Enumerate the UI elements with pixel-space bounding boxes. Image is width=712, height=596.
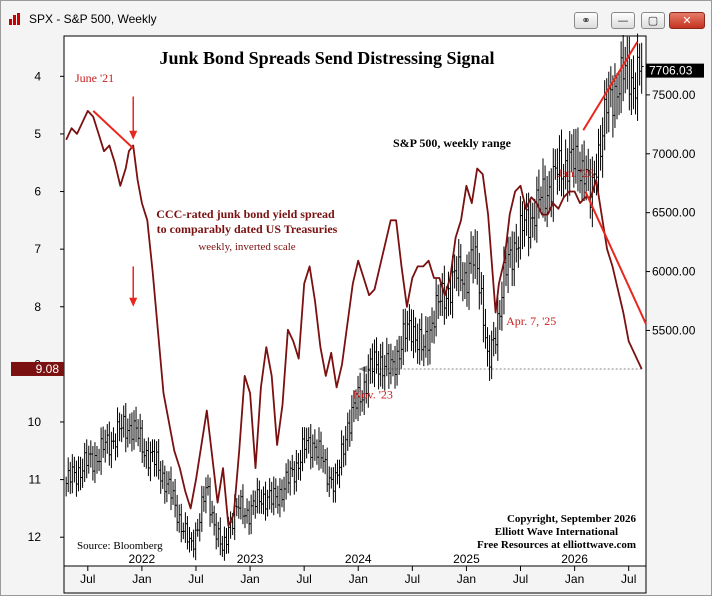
- x-tick-label: Jan: [349, 572, 368, 586]
- credit-copyright: Copyright, September 2026: [507, 513, 637, 525]
- close-button[interactable]: ✕: [669, 12, 705, 29]
- annotation-apr25: Apr. 7, '25: [506, 314, 556, 328]
- left-tick-label: 11: [29, 473, 42, 487]
- spread-series-subtitle: weekly, inverted scale: [198, 241, 295, 253]
- left-tick-label: 10: [28, 415, 42, 429]
- right-tick-label: 6000.00: [652, 265, 696, 279]
- spread-series: [65, 110, 643, 527]
- x-tick-label: Jul: [296, 572, 311, 586]
- credit-website: Free Resources at elliottwave.com: [477, 539, 636, 551]
- spx-last-value: 7706.03: [649, 64, 693, 78]
- x-year-label: 2022: [129, 552, 156, 566]
- x-year-label: 2026: [561, 552, 588, 566]
- left-tick-label: 12: [28, 530, 42, 544]
- spread-last-value-tag: 9.08: [11, 361, 64, 376]
- left-tick-label: 6: [34, 185, 41, 199]
- trendline: [584, 191, 647, 325]
- chart-title: Junk Bond Spreads Send Distressing Signa…: [160, 48, 495, 68]
- left-tick-label: 5: [34, 127, 41, 141]
- x-tick-label: Jul: [405, 572, 420, 586]
- x-tick-label: Jul: [80, 572, 95, 586]
- x-tick-label: Jan: [457, 572, 476, 586]
- right-tick-label: 6500.00: [652, 206, 696, 220]
- left-tick-label: 4: [34, 69, 41, 83]
- x-year-label: 2023: [237, 552, 264, 566]
- link-button[interactable]: ⚭: [574, 12, 598, 29]
- x-tick-label: Jul: [188, 572, 203, 586]
- right-axis: 5500.00 6000.00 6500.00 7000.00 7500.00: [646, 88, 696, 337]
- minimize-button[interactable]: —: [611, 12, 635, 29]
- left-tick-label: 7: [34, 242, 41, 256]
- right-tick-label: 7000.00: [652, 147, 696, 161]
- trendline: [582, 41, 639, 131]
- plot-area: [63, 35, 647, 567]
- spread-series-label: CCC-rated junk bond yield spread to comp…: [156, 207, 337, 236]
- spx-last-value-tag: 7706.03: [646, 64, 704, 78]
- annotation-jan26: Jan. '26: [558, 166, 594, 180]
- right-tick-label: 5500.00: [652, 323, 696, 337]
- spx-series: [65, 33, 644, 561]
- title-bar: SPX - S&P 500, Weekly ⚭ — ▢ ✕: [1, 1, 711, 35]
- x-axis-band: [63, 565, 647, 594]
- annotation-nov23: Nov. '23: [353, 388, 393, 402]
- trendlines: [92, 41, 647, 325]
- reference-layer: [358, 365, 642, 373]
- spread-last-value: 9.08: [36, 362, 60, 376]
- source-label: Source: Bloomberg: [77, 540, 163, 552]
- spread-line: [65, 110, 643, 527]
- red-arrowhead: [129, 297, 138, 307]
- left-axis: 456789101112: [28, 69, 64, 544]
- x-tick-label: Jan: [132, 572, 151, 586]
- right-tick-label: 7500.00: [652, 88, 696, 102]
- chart-app-icon: [9, 13, 20, 25]
- x-tick-label: Jan: [240, 572, 259, 586]
- spx-series-label: S&P 500, weekly range: [393, 136, 512, 150]
- x-tick-label: Jul: [621, 572, 636, 586]
- red-arrowhead: [129, 130, 138, 140]
- window-title: SPX - S&P 500, Weekly: [29, 12, 157, 26]
- x-axis: Jul Jan Jul Jan Jul Jan Jul Jan Jul Jan Jul 2022 202…: [80, 552, 636, 586]
- x-tick-label: Jan: [565, 572, 584, 586]
- annotation-june21: June '21: [75, 71, 114, 85]
- trendline: [92, 110, 134, 150]
- x-year-label: 2024: [345, 552, 372, 566]
- credit-publisher: Elliott Wave International: [495, 526, 618, 538]
- reference-arrowhead: [358, 365, 368, 373]
- maximize-button[interactable]: ▢: [641, 12, 665, 29]
- x-tick-label: Jul: [513, 572, 528, 586]
- left-tick-label: 8: [34, 300, 41, 314]
- annotations: June '21 Apr. 7, '25 Jan. '26 Nov. '23: [75, 71, 594, 402]
- x-year-label: 2025: [453, 552, 480, 566]
